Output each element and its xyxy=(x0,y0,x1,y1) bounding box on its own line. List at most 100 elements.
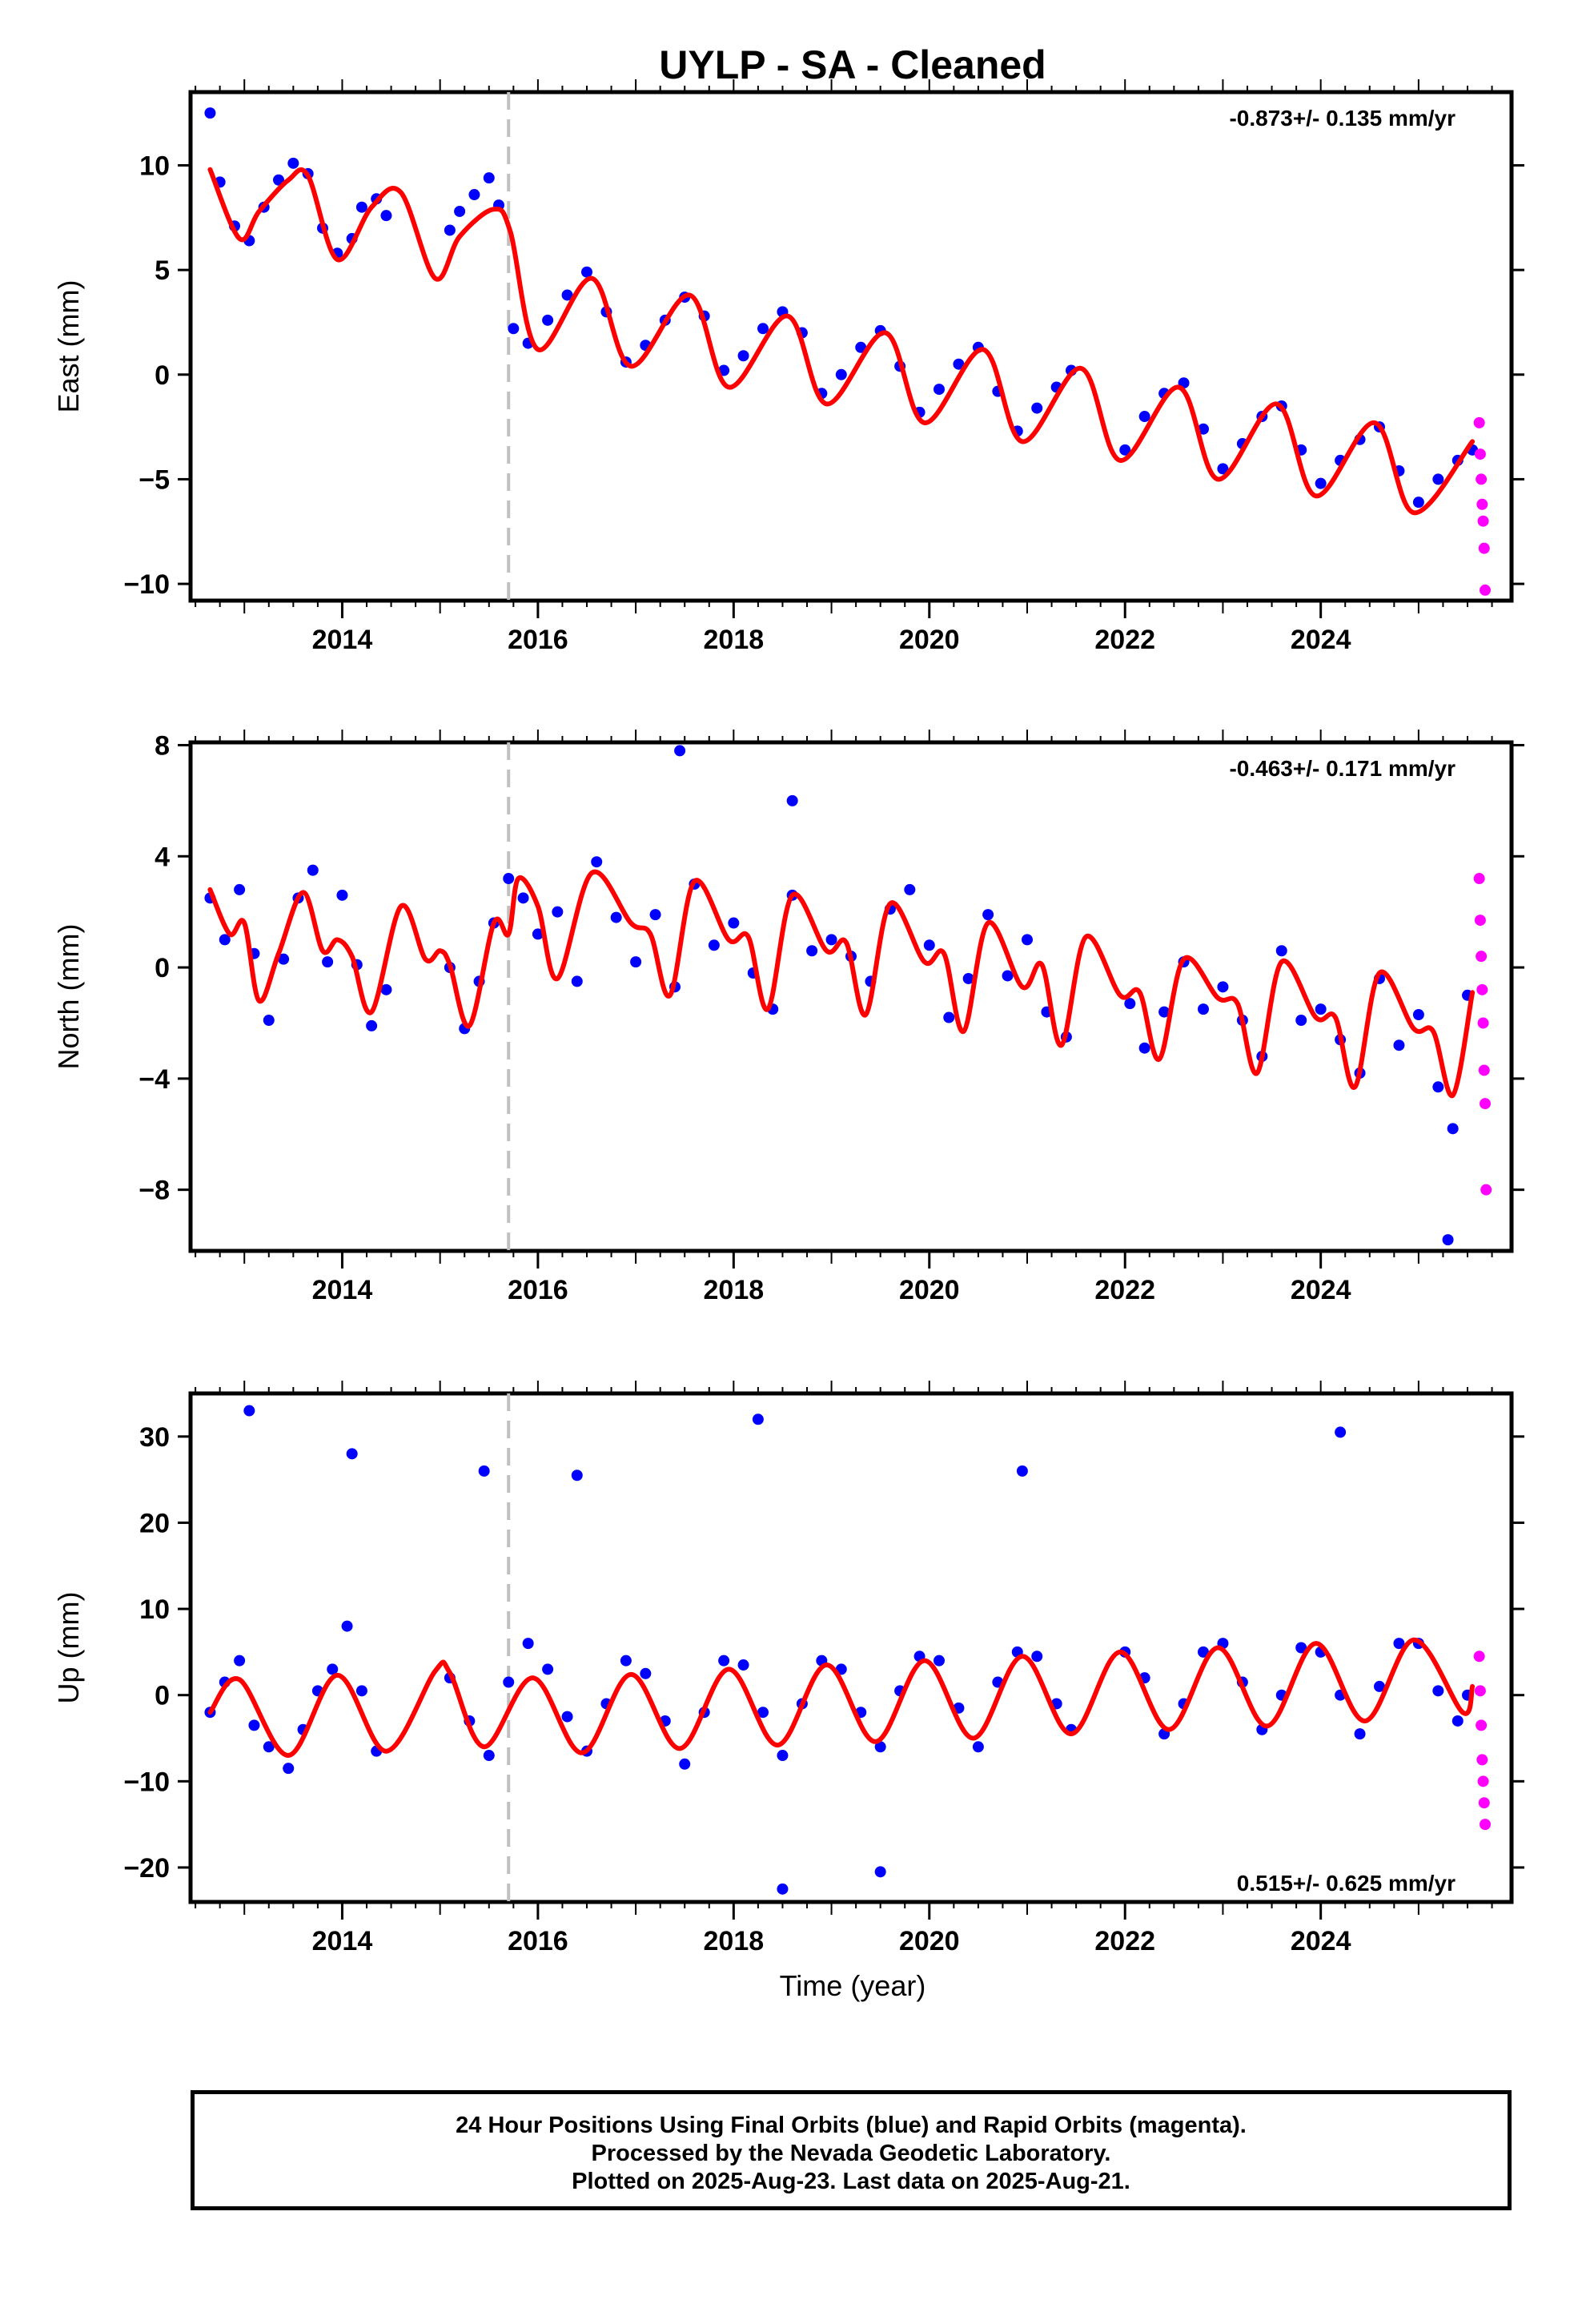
final-orbit-point xyxy=(542,314,554,326)
final-orbit-point xyxy=(327,1663,339,1675)
final-orbit-point xyxy=(640,1667,652,1679)
final-orbit-point xyxy=(571,1470,583,1482)
final-orbit-point xyxy=(591,856,603,868)
final-orbit-point xyxy=(1016,1465,1028,1477)
final-orbit-point xyxy=(483,1750,495,1762)
final-orbit-point xyxy=(219,934,231,946)
final-orbit-point xyxy=(1295,1014,1307,1026)
final-orbit-point xyxy=(874,1866,886,1878)
footer-line-3: Plotted on 2025-Aug-23. Last data on 202… xyxy=(572,2169,1130,2194)
y-axis-label: North (mm) xyxy=(52,924,85,1070)
final-orbit-point xyxy=(1002,970,1014,982)
y-tick-label: 30 xyxy=(139,1422,170,1453)
x-tick-label: 2018 xyxy=(704,1926,765,1956)
final-orbit-point xyxy=(1217,981,1229,993)
final-orbit-point xyxy=(1442,1234,1454,1246)
final-orbit-point xyxy=(757,1707,769,1719)
final-orbit-point xyxy=(934,1655,945,1667)
final-orbit-point xyxy=(757,323,769,335)
plot-area xyxy=(204,742,1492,1251)
final-orbit-point xyxy=(953,358,965,370)
x-tick-label: 2018 xyxy=(704,1275,765,1305)
final-orbit-point xyxy=(1412,1009,1424,1021)
rapid-orbit-point xyxy=(1477,1775,1489,1787)
final-orbit-point xyxy=(1198,1646,1209,1658)
final-orbit-point xyxy=(610,911,622,923)
rapid-orbit-point xyxy=(1473,873,1485,885)
rapid-orbit-point xyxy=(1476,498,1488,510)
final-orbit-point xyxy=(874,1741,886,1753)
y-tick-label: −4 xyxy=(139,1064,170,1095)
final-orbit-point xyxy=(234,883,246,895)
panel-up: 2014 2016 2018 2020 2022 2024 30 20 10 0 −10 −20 Up … xyxy=(52,1381,1524,1956)
plot-area xyxy=(204,1393,1491,1902)
final-orbit-point xyxy=(1031,402,1043,414)
final-orbit-point xyxy=(718,1655,730,1667)
final-orbit-point xyxy=(380,983,392,995)
x-tick-label: 2014 xyxy=(312,1275,373,1305)
final-orbit-point xyxy=(962,972,974,984)
final-orbit-point xyxy=(835,368,847,380)
final-orbit-point xyxy=(468,189,480,201)
final-orbit-point xyxy=(263,1014,275,1026)
final-orbit-point xyxy=(454,205,466,217)
final-orbit-point xyxy=(508,323,520,335)
rapid-orbit-point xyxy=(1474,448,1486,460)
footer-info-box: 24 Hour Positions Using Final Orbits (bl… xyxy=(191,2090,1512,2210)
final-orbit-point xyxy=(786,794,798,806)
plot-frame xyxy=(188,90,1514,603)
y-tick-label: −10 xyxy=(123,1767,170,1797)
rapid-orbit-point xyxy=(1476,1754,1488,1766)
y-tick-label: 0 xyxy=(155,953,170,983)
final-orbit-point xyxy=(532,928,544,940)
final-orbit-point xyxy=(630,956,642,968)
y-tick-label: 5 xyxy=(155,255,170,286)
final-orbit-point xyxy=(483,172,495,184)
y-tick-label: 4 xyxy=(155,842,170,872)
model-fit-curve xyxy=(207,1637,1476,1759)
final-orbit-point xyxy=(366,1019,378,1031)
x-tick-label: 2022 xyxy=(1094,1926,1155,1956)
final-orbit-point xyxy=(904,883,916,895)
final-orbit-point xyxy=(561,289,573,301)
y-tick-label: −10 xyxy=(123,569,170,600)
final-orbit-point xyxy=(1393,1638,1405,1650)
final-orbit-point xyxy=(923,939,935,951)
y-tick-label: −5 xyxy=(139,464,170,495)
rapid-orbit-point xyxy=(1473,416,1485,428)
final-orbit-point xyxy=(1315,477,1327,489)
final-orbit-point xyxy=(1198,1003,1209,1015)
final-orbit-point xyxy=(728,917,740,929)
final-orbit-point xyxy=(283,1763,295,1775)
final-orbit-point xyxy=(737,350,749,362)
rapid-orbit-point xyxy=(1478,1064,1490,1076)
x-tick-label: 2016 xyxy=(508,1275,568,1305)
final-orbit-point xyxy=(1447,1123,1459,1135)
rapid-orbit-point xyxy=(1480,584,1491,596)
final-orbit-point xyxy=(1158,1006,1170,1018)
y-tick-label: −20 xyxy=(123,1853,170,1884)
final-orbit-point xyxy=(1124,998,1136,1010)
plot-frame xyxy=(188,740,1514,1253)
final-orbit-point xyxy=(1217,463,1229,475)
x-tick-label: 2024 xyxy=(1291,1275,1351,1305)
final-orbit-point xyxy=(1295,1642,1307,1654)
final-orbit-point xyxy=(444,224,456,236)
plot-area xyxy=(204,92,1491,601)
model-fit-curve xyxy=(207,167,1476,516)
final-orbit-point xyxy=(620,1655,632,1667)
rapid-orbit-point xyxy=(1473,1651,1485,1663)
final-orbit-point xyxy=(649,909,661,921)
final-orbit-point xyxy=(542,1663,554,1675)
y-tick-label: −8 xyxy=(139,1176,170,1206)
final-orbit-point xyxy=(552,906,564,918)
chart-title: UYLP - SA - Cleaned xyxy=(659,42,1046,87)
x-axis-label: Time (year) xyxy=(780,1969,926,2002)
final-orbit-point xyxy=(982,909,994,921)
final-orbit-point xyxy=(1354,1728,1366,1740)
panels: 2014 2016 2018 2020 2022 2024 10 5 0 −5 −10 East (m… xyxy=(52,79,1524,1956)
final-orbit-point xyxy=(243,1405,255,1417)
model-fit-curve xyxy=(207,869,1476,1098)
final-orbit-point xyxy=(287,157,299,169)
final-orbit-point xyxy=(972,1741,984,1753)
